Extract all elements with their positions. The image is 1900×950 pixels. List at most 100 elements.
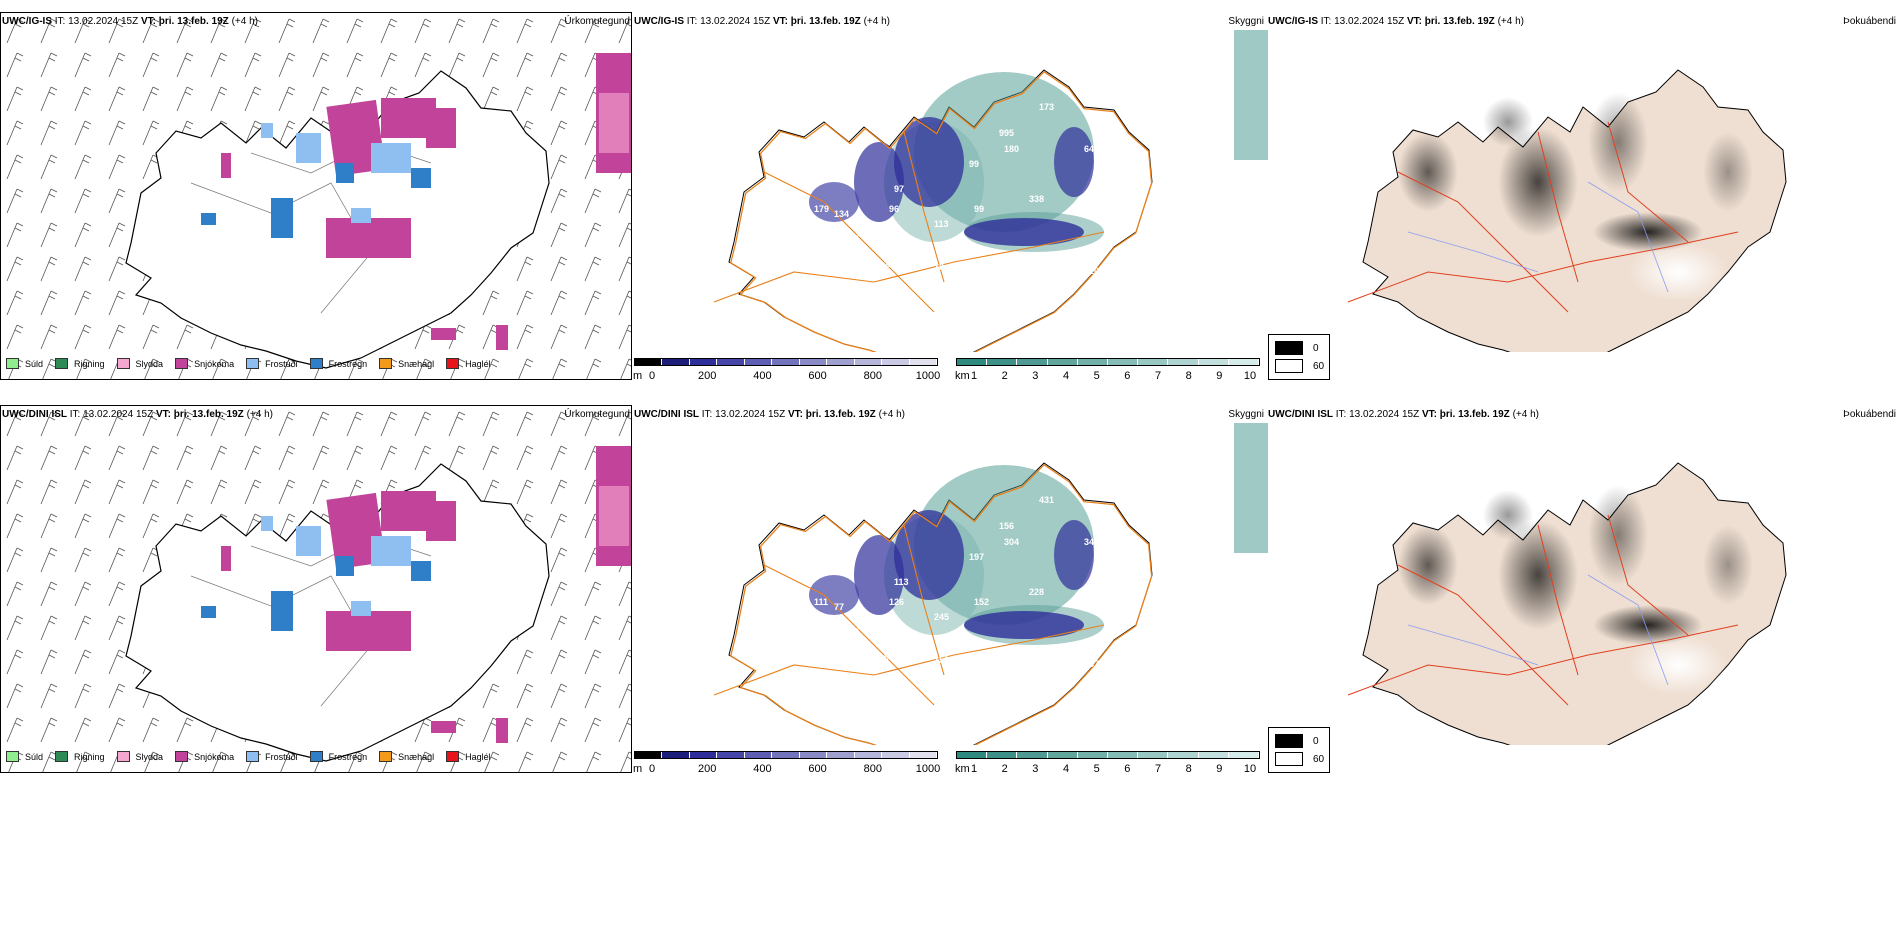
fog-legend-swatch xyxy=(1275,734,1303,748)
legend-swatch xyxy=(309,751,323,762)
colorbar-segment xyxy=(854,752,883,758)
cloud-base-value: 148 xyxy=(774,652,789,662)
cloud-base-value: 95 xyxy=(849,234,859,244)
cloud-base-value: 165 xyxy=(964,662,979,672)
legend-swatch xyxy=(175,751,189,762)
colorbar-tick-label: 6 xyxy=(1124,763,1131,775)
legend-label: Snæhagl xyxy=(398,751,435,762)
legend-label: Frostúði xyxy=(265,751,298,762)
cloud-base-value: 156 xyxy=(999,521,1014,531)
precip-legend-item: Frostregn xyxy=(309,751,367,762)
legend-label: Rigning xyxy=(74,358,105,369)
cloud-base-value: 179 xyxy=(814,204,829,214)
legend-label: Rigning xyxy=(74,751,105,762)
cloud-base-value: 130 xyxy=(774,229,789,239)
valid-time-label: VT: xyxy=(1421,409,1437,420)
legend-swatch xyxy=(116,751,130,762)
freezing-drizzle-areas xyxy=(261,123,411,223)
colorbar-segment xyxy=(635,359,663,365)
colorbar-tick-label: 8 xyxy=(1185,370,1192,382)
snow-areas xyxy=(221,491,456,651)
colorbar-segment xyxy=(957,359,988,365)
cloud-base-value: 346 xyxy=(1084,537,1099,547)
legend-swatch xyxy=(116,358,130,369)
colorbar-segment xyxy=(689,359,718,365)
legend-label: Snæhagl xyxy=(398,358,435,369)
colorbar-tick-label: 200 xyxy=(698,763,717,775)
cloud-base-value: 134 xyxy=(834,209,849,219)
legend-swatch xyxy=(246,751,260,762)
valid-time-label: VT: xyxy=(155,409,171,420)
model-row: UWC/IG-IS IT: 13.02.2024 15Z VT: þri. 13… xyxy=(0,12,1900,392)
cloud-base-value: 197 xyxy=(969,552,984,562)
fog-legend: 0 60 xyxy=(1268,727,1330,773)
colorbar-segment xyxy=(689,752,718,758)
colorbar-tick-label: 5 xyxy=(1093,370,1100,382)
cloud-base-value: 95 xyxy=(849,627,859,637)
fog-shading xyxy=(1398,92,1753,302)
valid-time-label: VT: xyxy=(787,409,803,420)
legend-label: Súld xyxy=(25,358,44,369)
valid-time-label: VT: xyxy=(772,16,788,27)
precip-legend-item: Súld xyxy=(6,358,43,369)
colorbar-tick-label: 200 xyxy=(698,370,717,382)
fog-legend-item: 60 xyxy=(1275,359,1324,373)
cloud-base-value: 60 xyxy=(819,672,829,682)
init-time-value: 13.02.2024 15Z xyxy=(715,409,786,420)
precip-legend: Súld Rigning Slydda Snjókoma Frostúði Frostre… xyxy=(6,358,503,369)
colorbar-segment xyxy=(987,752,1018,758)
valid-time-value: þri. 13.feb. 19Z xyxy=(158,16,229,27)
precip-legend-item: Rigning xyxy=(55,751,105,762)
panel-header: UWC/IG-IS IT: 13.02.2024 15Z VT: þri. 13… xyxy=(634,16,890,28)
precip-legend-item: Snæhagl xyxy=(379,751,434,762)
cloud-base-value: 173 xyxy=(1039,102,1054,112)
legend-label: Snjókoma xyxy=(194,358,235,369)
colorbar-segment xyxy=(717,359,745,365)
fog-legend-label: 0 xyxy=(1313,735,1319,747)
visibility-map: 304 431 156 197 228 346 92 152 245 758 87 165 69 156 1… xyxy=(634,405,1268,745)
colorbar-segment xyxy=(1198,359,1229,365)
init-time-label: IT: xyxy=(69,409,81,420)
valid-time-value: þri. 13.feb. 19Z xyxy=(1439,409,1510,420)
precip-legend-item: Snjókoma xyxy=(175,358,234,369)
legend-swatch xyxy=(246,358,260,369)
init-time-value: 13.02.2024 15Z xyxy=(68,16,139,27)
colorbar-unit: m xyxy=(633,763,643,775)
cloud-base-value: 112 xyxy=(884,259,899,269)
cloud-base-value: 338 xyxy=(1029,194,1044,204)
model-name: UWC/IG-IS xyxy=(1268,16,1318,27)
cloud-base-labels: 180 173 995 99 338 64 85 99 113 142 106 83 60 10 97 96 8… xyxy=(774,102,1109,279)
colorbar-segment xyxy=(827,359,855,365)
visibility-colorbar-strip xyxy=(956,358,1260,366)
colorbar-tick-label: 400 xyxy=(753,370,772,382)
init-time-label: IT: xyxy=(701,409,713,420)
fog-legend-label: 0 xyxy=(1313,342,1319,354)
colorbar-tick-label: 5 xyxy=(1093,763,1100,775)
init-time-value: 13.02.2024 15Z xyxy=(1334,16,1405,27)
cloud-base-value: 99 xyxy=(974,204,984,214)
legend-label: Snjókoma xyxy=(194,751,235,762)
precip-legend-item: Frostregn xyxy=(309,358,368,369)
valid-time-value: þri. 13.feb. 19Z xyxy=(805,409,876,420)
colorbar-segment xyxy=(1017,359,1048,365)
cloud-base-value: 245 xyxy=(934,612,949,622)
colorbar-segment xyxy=(635,752,663,758)
cloud-base-value: 101 xyxy=(829,642,844,652)
fog-shading xyxy=(1398,485,1753,695)
legend-label: Frostregn xyxy=(328,358,368,369)
panel-header: UWC/DINI ISL IT: 13.02.2024 15Z VT: þri.… xyxy=(2,409,273,421)
lead-time: (+4 h) xyxy=(863,16,890,27)
cloud-base-value: 156 xyxy=(934,655,949,665)
colorbar-tick-label: 2 xyxy=(1001,763,1008,775)
colorbar-tick-label: 1 xyxy=(970,763,978,775)
cloud-base-value: 113 xyxy=(934,219,949,229)
legend-swatch xyxy=(309,358,323,369)
colorbar-tick-label: 6 xyxy=(1124,370,1131,382)
colorbar-tick-label: 1000 xyxy=(915,763,941,775)
precip-map-svg xyxy=(1,13,631,379)
colorbar-segment xyxy=(1228,752,1260,758)
colorbar-tick-label: 10 xyxy=(1243,370,1257,382)
init-time-label: IT: xyxy=(1320,16,1332,27)
colorbar-segment xyxy=(1228,359,1260,365)
